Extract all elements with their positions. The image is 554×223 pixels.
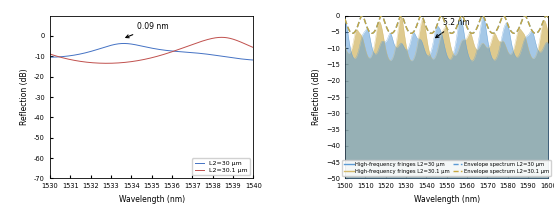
L2=30 μm	[198, 52, 204, 55]
Legend: L2=30 μm, L2=30.1 μm: L2=30 μm, L2=30.1 μm	[192, 158, 250, 175]
Text: 0.09 nm: 0.09 nm	[126, 22, 169, 38]
X-axis label: Wavelength (nm): Wavelength (nm)	[119, 195, 184, 204]
Text: 5.2 nm: 5.2 nm	[435, 18, 469, 38]
L2=30 μm	[169, 50, 176, 52]
Line: L2=30.1 μm: L2=30.1 μm	[50, 37, 253, 63]
L2=30 μm	[125, 42, 131, 45]
L2=30 μm	[47, 56, 53, 59]
Legend: High-frequency fringes L2=30 μm, High-frequency fringes L2=30.1 μm, Envelope spe: High-frequency fringes L2=30 μm, High-fr…	[342, 160, 551, 176]
L2=30 μm	[121, 42, 127, 45]
L2=30.1 μm	[125, 61, 131, 63]
L2=30.1 μm	[157, 54, 163, 57]
L2=30.1 μm	[218, 36, 225, 39]
L2=30.1 μm	[169, 50, 176, 53]
Y-axis label: Reflection (dB): Reflection (dB)	[19, 69, 29, 125]
L2=30 μm	[95, 48, 102, 50]
Line: L2=30 μm: L2=30 μm	[50, 43, 253, 60]
L2=30.1 μm	[104, 62, 110, 65]
L2=30 μm	[250, 59, 257, 61]
X-axis label: Wavelength (nm): Wavelength (nm)	[414, 195, 480, 204]
Y-axis label: Reflection (dB): Reflection (dB)	[311, 69, 321, 125]
L2=30 μm	[60, 55, 67, 58]
L2=30.1 μm	[250, 46, 257, 49]
L2=30.1 μm	[95, 62, 102, 64]
L2=30.1 μm	[60, 57, 67, 59]
L2=30.1 μm	[198, 40, 204, 43]
L2=30.1 μm	[47, 53, 53, 55]
L2=30 μm	[157, 48, 163, 51]
